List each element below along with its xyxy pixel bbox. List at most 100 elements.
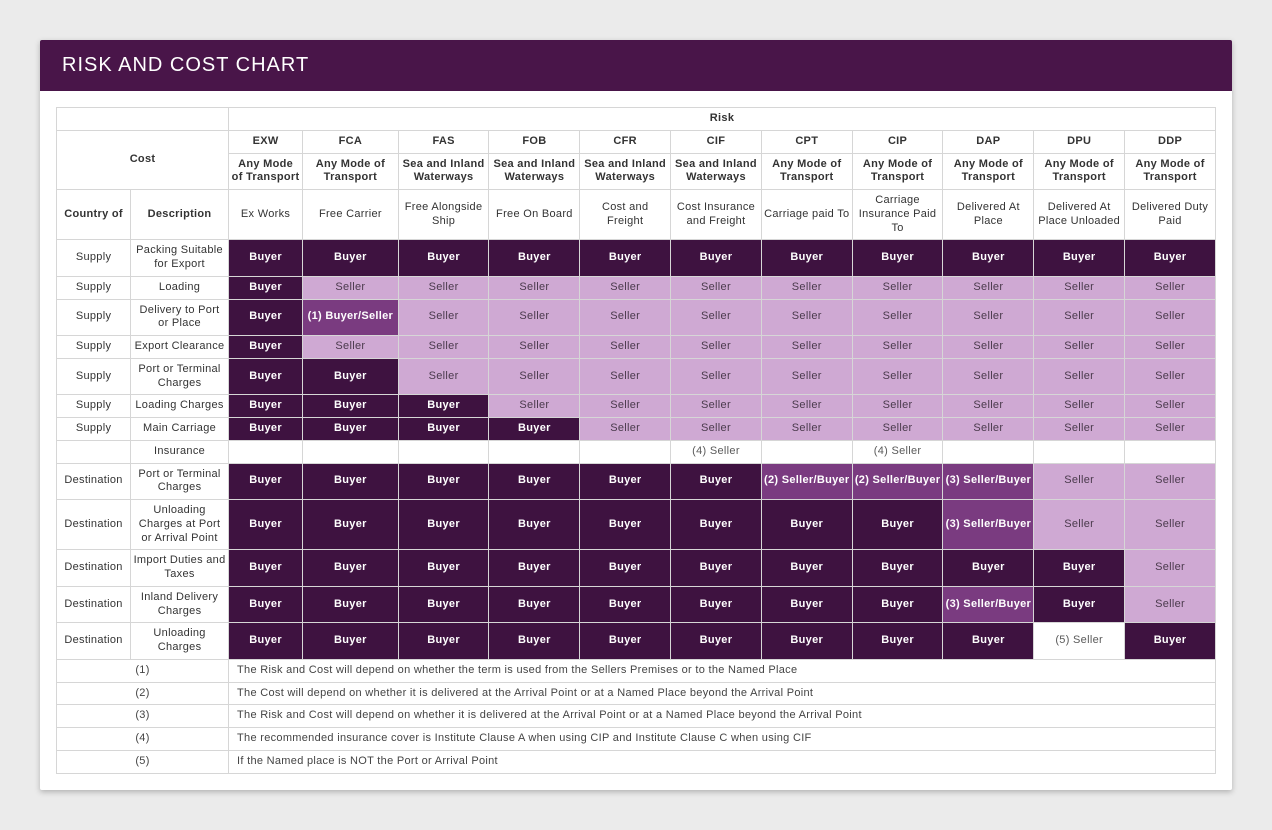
blank-corner xyxy=(57,108,229,131)
matrix-cell: Seller xyxy=(580,395,671,418)
risk-cost-table: RiskCostEXWFCAFASFOBCFRCIFCPTCIPDAPDPUDD… xyxy=(56,107,1216,774)
matrix-cell: Seller xyxy=(761,358,852,395)
matrix-cell xyxy=(1034,440,1125,463)
matrix-cell: Buyer xyxy=(1125,623,1216,660)
row-desc: Port or Terminal Charges xyxy=(131,463,229,500)
matrix-cell: Buyer xyxy=(398,550,489,587)
row-country: Supply xyxy=(57,276,131,299)
matrix-cell: Seller xyxy=(671,418,762,441)
matrix-cell: Seller xyxy=(852,395,943,418)
row-country: Destination xyxy=(57,463,131,500)
row-country: Destination xyxy=(57,500,131,550)
matrix-cell: Buyer xyxy=(489,500,580,550)
matrix-cell: Seller xyxy=(852,276,943,299)
row-desc: Export Clearance xyxy=(131,336,229,359)
matrix-cell: Seller xyxy=(1125,358,1216,395)
matrix-cell: Seller xyxy=(489,358,580,395)
matrix-cell: Seller xyxy=(398,358,489,395)
matrix-cell: Buyer xyxy=(1034,240,1125,277)
row-desc: Packing Suitable for Export xyxy=(131,240,229,277)
matrix-cell: Seller xyxy=(489,299,580,336)
table-row: DestinationInland Delivery ChargesBuyerB… xyxy=(57,586,1216,623)
matrix-cell: Seller xyxy=(1125,463,1216,500)
term-mode: Sea and Inland Waterways xyxy=(580,153,671,190)
footnote-text: The Risk and Cost will depend on whether… xyxy=(229,705,1216,728)
matrix-cell: Buyer xyxy=(489,623,580,660)
matrix-cell: Buyer xyxy=(1034,586,1125,623)
row-country: Supply xyxy=(57,240,131,277)
term-desc: Free On Board xyxy=(489,190,580,240)
footnote-key: (1) xyxy=(57,659,229,682)
matrix-cell: Buyer xyxy=(671,240,762,277)
matrix-cell: Buyer xyxy=(229,358,303,395)
term-mode: Sea and Inland Waterways xyxy=(398,153,489,190)
footnote-row: (2)The Cost will depend on whether it is… xyxy=(57,682,1216,705)
term-desc: Delivered At Place Unloaded xyxy=(1034,190,1125,240)
matrix-cell: Buyer xyxy=(943,240,1034,277)
matrix-cell: Seller xyxy=(671,336,762,359)
matrix-cell: Buyer xyxy=(398,586,489,623)
matrix-cell: Seller xyxy=(1034,500,1125,550)
table-row: SupplyMain CarriageBuyerBuyerBuyerBuyerS… xyxy=(57,418,1216,441)
term-mode: Any Mode of Transport xyxy=(1034,153,1125,190)
matrix-cell: Buyer xyxy=(229,500,303,550)
matrix-cell: Seller xyxy=(852,299,943,336)
matrix-cell: Seller xyxy=(943,358,1034,395)
matrix-cell: (2) Seller/Buyer xyxy=(761,463,852,500)
matrix-cell: Seller xyxy=(303,276,399,299)
matrix-cell: Buyer xyxy=(398,418,489,441)
matrix-cell: Buyer xyxy=(489,586,580,623)
matrix-cell: Seller xyxy=(943,418,1034,441)
cost-header: Cost xyxy=(57,130,229,189)
matrix-cell: Buyer xyxy=(761,550,852,587)
matrix-cell: Seller xyxy=(943,299,1034,336)
row-country: Destination xyxy=(57,586,131,623)
matrix-cell: Buyer xyxy=(852,240,943,277)
matrix-cell: Seller xyxy=(398,336,489,359)
term-mode: Any Mode of Transport xyxy=(229,153,303,190)
footnote-key: (4) xyxy=(57,728,229,751)
term-mode: Any Mode of Transport xyxy=(1125,153,1216,190)
matrix-cell: Buyer xyxy=(489,240,580,277)
matrix-cell: Buyer xyxy=(229,463,303,500)
matrix-cell: Buyer xyxy=(229,276,303,299)
matrix-cell: Seller xyxy=(398,299,489,336)
term-desc: Free Alongside Ship xyxy=(398,190,489,240)
term-desc: Carriage Insurance Paid To xyxy=(852,190,943,240)
matrix-cell: Buyer xyxy=(943,550,1034,587)
footnote-row: (4)The recommended insurance cover is In… xyxy=(57,728,1216,751)
col-country-of: Country of xyxy=(57,190,131,240)
page-title: RISK AND COST CHART xyxy=(62,54,309,76)
matrix-cell: Buyer xyxy=(852,586,943,623)
matrix-cell: Seller xyxy=(1125,418,1216,441)
row-country: Supply xyxy=(57,395,131,418)
matrix-cell: Seller xyxy=(580,336,671,359)
row-country: Supply xyxy=(57,418,131,441)
matrix-cell: Buyer xyxy=(489,550,580,587)
matrix-cell: Seller xyxy=(852,336,943,359)
title-bar: RISK AND COST CHART xyxy=(40,40,1232,91)
matrix-cell: Buyer xyxy=(580,500,671,550)
term-code: CPT xyxy=(761,130,852,153)
row-desc: Delivery to Port or Place xyxy=(131,299,229,336)
matrix-cell: Seller xyxy=(761,395,852,418)
table-body: SupplyPacking Suitable for ExportBuyerBu… xyxy=(57,240,1216,660)
term-code: CIF xyxy=(671,130,762,153)
matrix-cell: Seller xyxy=(1034,358,1125,395)
matrix-cell: Buyer xyxy=(943,623,1034,660)
matrix-cell: Buyer xyxy=(1034,550,1125,587)
footnote-row: (5)If the Named place is NOT the Port or… xyxy=(57,750,1216,773)
term-desc: Delivered At Place xyxy=(943,190,1034,240)
matrix-cell: Seller xyxy=(1125,586,1216,623)
footnote-key: (5) xyxy=(57,750,229,773)
matrix-cell: Seller xyxy=(671,299,762,336)
row-country: Destination xyxy=(57,550,131,587)
matrix-cell: Seller xyxy=(489,336,580,359)
matrix-cell: Buyer xyxy=(1125,240,1216,277)
matrix-cell: Seller xyxy=(1034,276,1125,299)
matrix-cell: Buyer xyxy=(229,299,303,336)
matrix-cell: Seller xyxy=(1125,299,1216,336)
row-desc: Loading Charges xyxy=(131,395,229,418)
table-row: DestinationPort or Terminal ChargesBuyer… xyxy=(57,463,1216,500)
row-desc: Unloading Charges at Port or Arrival Poi… xyxy=(131,500,229,550)
